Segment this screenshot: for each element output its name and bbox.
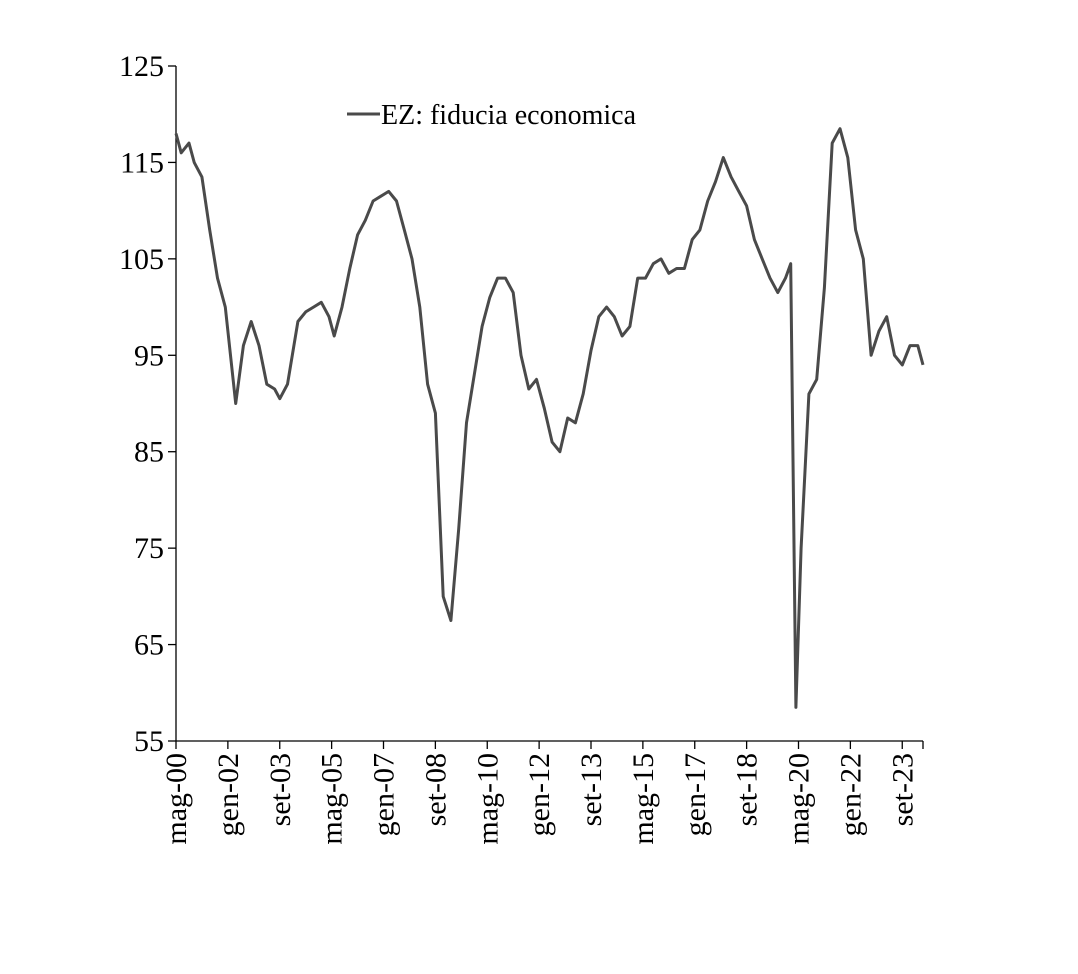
- y-tick-label: 75: [134, 532, 164, 565]
- legend: EZ: fiducia economica: [347, 100, 637, 131]
- x-tick-label: set-08: [419, 753, 452, 826]
- legend-label: EZ: fiducia economica: [381, 100, 637, 131]
- y-tick-label: 85: [134, 436, 164, 469]
- x-tick-label: gen-17: [679, 753, 712, 836]
- y-tick-label: 105: [119, 243, 164, 276]
- x-tick-label: gen-02: [212, 753, 245, 836]
- series-layer: [174, 127, 925, 709]
- y-tick-label: 95: [134, 339, 164, 372]
- x-tick-label: mag-05: [316, 753, 349, 845]
- y-tick-label: 55: [134, 725, 164, 758]
- x-tick-label: mag-00: [160, 753, 193, 845]
- series-line: [174, 127, 925, 709]
- x-tick-label: mag-10: [471, 753, 504, 845]
- x-tick-label: gen-22: [834, 753, 867, 836]
- y-tick-label: 115: [120, 146, 164, 179]
- x-tick-label: set-13: [575, 753, 608, 826]
- x-tick-label: set-18: [731, 753, 764, 826]
- x-tick-label: set-03: [264, 753, 297, 826]
- x-tick-label: mag-20: [783, 753, 816, 845]
- y-tick-label: 65: [134, 629, 164, 662]
- x-tick-label: set-23: [886, 753, 919, 826]
- y-tick-label: 125: [119, 50, 164, 83]
- x-tick-label: mag-15: [627, 753, 660, 845]
- axes: 55 65 75 85 95 105 115 125 mag-00 gen-02 set-03 mag…: [119, 50, 924, 845]
- x-tick-label: gen-12: [523, 753, 556, 836]
- x-tick-label: gen-07: [368, 753, 401, 836]
